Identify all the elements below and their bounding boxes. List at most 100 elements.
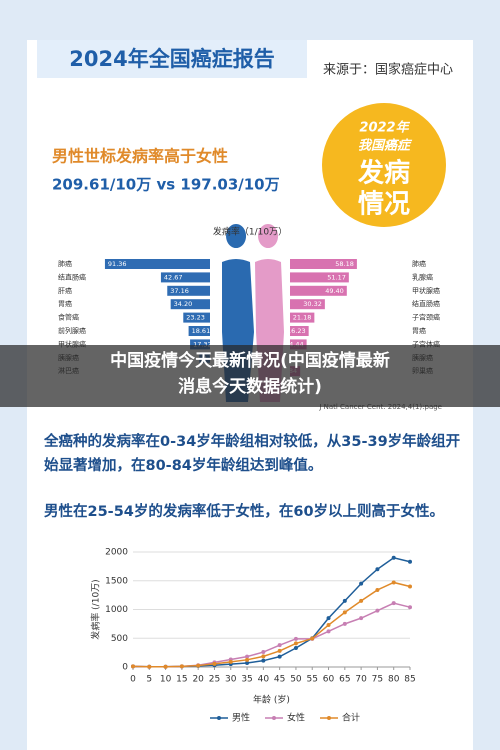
point — [326, 629, 331, 634]
point — [359, 616, 364, 621]
badge-year: 2022年 — [359, 120, 410, 136]
line — [132, 581, 411, 668]
point — [261, 654, 266, 659]
point — [391, 601, 396, 606]
paragraph: 男性在25-54岁的发病率低于女性，在60岁以上则高于女性。 — [44, 504, 445, 520]
bar — [170, 299, 210, 310]
point — [245, 657, 250, 662]
headline-sub: 209.61/10万 vs 197.03/10万 — [52, 176, 280, 194]
legend-marker — [272, 716, 276, 720]
x-tick-label: 5 — [146, 675, 152, 685]
point — [163, 664, 168, 669]
point — [326, 616, 331, 621]
x-axis-label: 年龄 (岁) — [253, 694, 290, 706]
bar — [104, 259, 210, 269]
value-label: 16.23 — [287, 327, 306, 335]
bar — [290, 339, 307, 350]
point — [245, 660, 250, 665]
point — [293, 636, 298, 641]
source: 来源于：国家癌症中心 — [323, 62, 453, 78]
value-label: 30.32 — [303, 300, 322, 308]
x-tick-label: 50 — [290, 675, 302, 685]
category-label: 胃癌 — [58, 299, 72, 308]
x-tick-label: 60 — [323, 675, 335, 685]
caption: 中国疫情今天最新情况(中国疫情最新 — [110, 350, 390, 371]
legend-marker — [327, 716, 331, 720]
value-label: 18.61 — [192, 327, 211, 335]
category-label: 子宫体癌 — [412, 339, 440, 348]
x-tick-label: 40 — [258, 675, 270, 685]
y-tick-label: 1000 — [105, 605, 128, 615]
point — [147, 664, 152, 669]
value-label: 34.20 — [174, 300, 193, 308]
bar — [183, 312, 210, 323]
legend-marker — [217, 716, 221, 720]
x-tick-label: 70 — [355, 675, 367, 685]
y-tick-label: 500 — [111, 634, 128, 644]
headline: 男性世标发病率高于女性 — [52, 147, 228, 166]
value-label: 17.32 — [193, 340, 212, 348]
category-label: 肺癌 — [58, 259, 72, 268]
category-label: 前列腺癌 — [58, 326, 86, 335]
y-tick-label: 2000 — [105, 548, 128, 558]
category-label: 食管癌 — [58, 313, 79, 322]
y-tick-label: 1500 — [105, 576, 128, 586]
point — [310, 636, 315, 641]
badge — [322, 103, 446, 227]
point — [375, 587, 380, 592]
x-tick-label: 35 — [241, 675, 252, 685]
badge-text: 我国癌症 — [358, 138, 413, 154]
x-tick-label: 0 — [130, 675, 136, 685]
x-tick-label: 15 — [176, 675, 187, 685]
category-label: 结直肠癌 — [412, 299, 440, 308]
x-tick-label: 30 — [225, 675, 237, 685]
x-tick-label: 65 — [339, 675, 350, 685]
bar — [290, 259, 357, 269]
point — [228, 659, 233, 664]
point — [212, 661, 217, 666]
point — [293, 646, 298, 651]
bar — [290, 312, 315, 323]
value-label: 37.16 — [170, 287, 189, 295]
y-tick-label: 0 — [122, 663, 128, 673]
point — [342, 621, 347, 626]
x-tick-label: 80 — [388, 675, 400, 685]
x-tick-label: 25 — [209, 675, 220, 685]
point — [408, 559, 412, 564]
point — [391, 580, 396, 585]
point — [408, 605, 412, 610]
point — [408, 584, 412, 589]
title-box — [37, 40, 307, 78]
point — [179, 664, 184, 669]
point — [359, 598, 364, 603]
category-label: 肺癌 — [412, 259, 426, 268]
value-label: 51.17 — [327, 273, 346, 281]
point — [342, 598, 347, 603]
x-tick-label: 85 — [404, 675, 415, 685]
title: 2024年全国癌症报告 — [69, 47, 274, 71]
x-tick-label: 10 — [160, 675, 172, 685]
category-label: 结直肠癌 — [58, 272, 86, 281]
point — [196, 663, 201, 668]
value-label: 23.23 — [186, 314, 205, 322]
value-label: 91.36 — [108, 260, 127, 268]
point — [359, 581, 364, 586]
bar — [290, 272, 349, 283]
x-tick-label: 45 — [274, 675, 285, 685]
value-label: 21.18 — [293, 314, 312, 322]
bar — [160, 272, 210, 283]
point — [375, 608, 380, 613]
point — [375, 567, 380, 572]
badge-text: 发病 — [357, 158, 410, 189]
value-label: 14.44 — [285, 340, 304, 348]
x-tick-label: 20 — [192, 675, 204, 685]
caption-overlay — [0, 345, 500, 407]
legend-label: 合计 — [342, 712, 360, 724]
x-tick-label: 55 — [307, 675, 318, 685]
category-label: 甲状腺癌 — [58, 339, 86, 348]
point — [391, 555, 396, 560]
point — [261, 650, 266, 655]
point — [245, 654, 250, 659]
